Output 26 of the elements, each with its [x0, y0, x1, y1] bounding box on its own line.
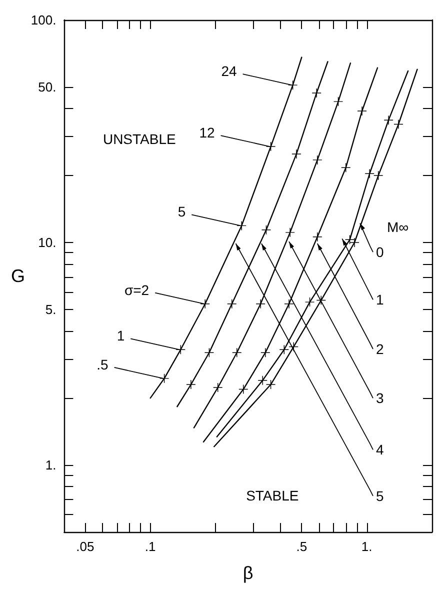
annotation: 5 [376, 488, 384, 504]
annotation: 24 [221, 63, 238, 80]
annotation: .5 [96, 356, 109, 372]
x-tick-label: .1 [144, 539, 156, 554]
annotation: 1 [116, 328, 125, 344]
y-tick-label: 1. [45, 458, 56, 473]
annotation: 4 [376, 442, 384, 458]
annotation: 0 [376, 244, 384, 260]
annotation: 2 [376, 340, 384, 357]
annotation: σ=2 [124, 282, 150, 298]
annotation: STABLE [246, 488, 299, 504]
annotation: 5 [178, 204, 186, 220]
y-tick-label: 100. [30, 12, 56, 28]
y-tick-label: 50. [38, 79, 56, 94]
y-tick-label: 10. [38, 235, 56, 250]
x-tick-label: .05 [76, 539, 94, 554]
annotation: 1 [376, 292, 384, 308]
y-tick-label: 5. [45, 302, 56, 317]
y-axis-title: G [10, 266, 25, 286]
annotation: UNSTABLE [102, 130, 176, 147]
x-axis-title: β [242, 563, 254, 583]
annotation: 12 [199, 124, 215, 141]
x-tick-label: 1. [361, 539, 372, 554]
annotation: 3 [376, 390, 384, 406]
annotation: M∞ [386, 218, 409, 235]
x-tick-label: .5 [296, 539, 308, 554]
